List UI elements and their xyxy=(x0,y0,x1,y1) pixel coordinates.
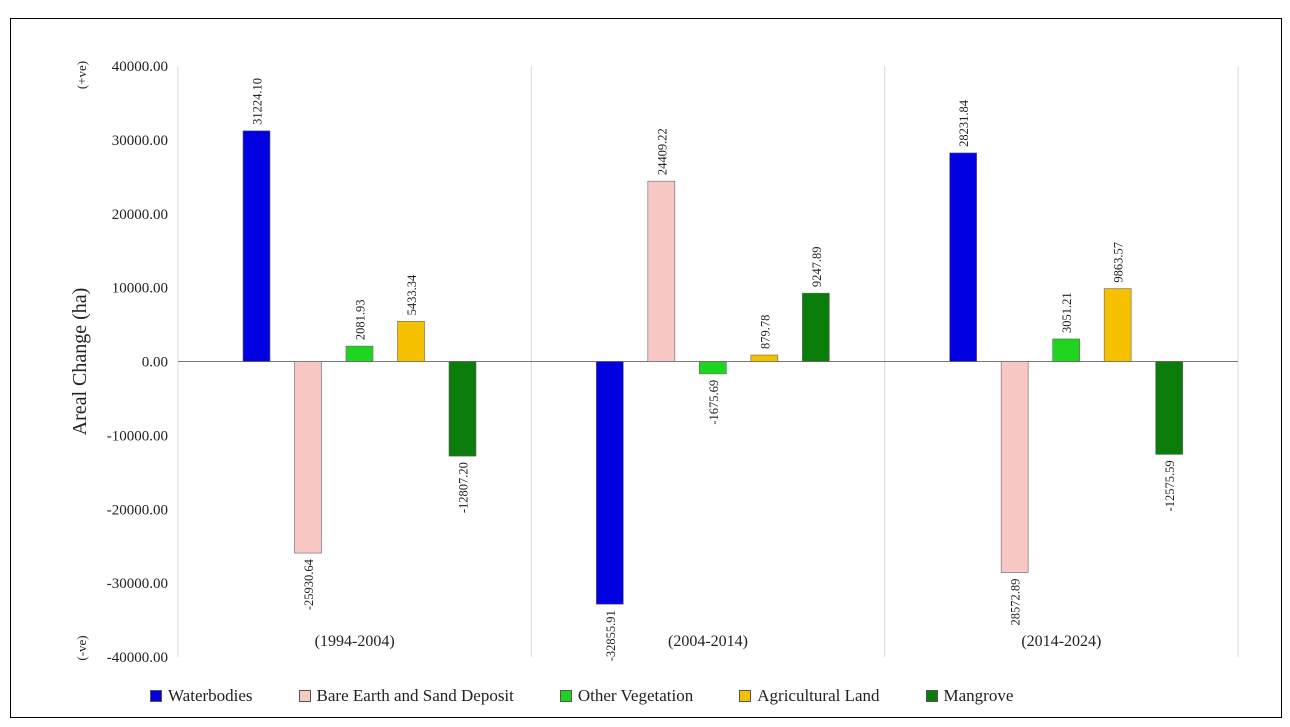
data-label: -12807.20 xyxy=(457,462,471,513)
bar-agricultural-land-1 xyxy=(750,354,779,362)
data-label: 9247.89 xyxy=(810,247,824,288)
y-tick-label: -10000.00 xyxy=(107,428,168,444)
data-label: 5433.34 xyxy=(405,274,419,315)
bar-agricultural-land-2 xyxy=(1103,288,1132,362)
bar-waterbodies-2 xyxy=(949,152,977,362)
legend-label: Other Vegetation xyxy=(577,686,694,705)
bar-waterbodies-1 xyxy=(596,361,624,605)
legend-label: Waterbodies xyxy=(168,686,253,705)
data-label: -25930.64 xyxy=(302,558,316,610)
legend-swatch xyxy=(150,690,162,702)
legend-swatch xyxy=(298,690,311,702)
data-label: -12575.59 xyxy=(1163,460,1177,511)
bar-other-vegetation-2 xyxy=(1052,338,1080,362)
data-label: 879.78 xyxy=(758,315,772,349)
negative-marker: (-ve) xyxy=(74,635,89,660)
data-label: 28231.84 xyxy=(957,99,971,147)
bar-mangrove-0 xyxy=(448,361,477,457)
bar-bare-earth-and-sand-deposit-1 xyxy=(647,180,676,362)
y-axis-title: Areal Change (ha) xyxy=(69,288,91,436)
legend-label: Bare Earth and Sand Deposit xyxy=(316,686,514,705)
category-label: (1994-2004) xyxy=(315,633,395,650)
bar-other-vegetation-0 xyxy=(345,345,374,362)
data-label: 2081.93 xyxy=(354,299,368,340)
bar-bare-earth-and-sand-deposit-2 xyxy=(1000,361,1029,573)
y-tick-label: 20000.00 xyxy=(112,207,168,223)
data-label: 31224.10 xyxy=(251,78,265,125)
data-label: -1675.69 xyxy=(707,380,721,425)
legend-swatch xyxy=(739,690,752,702)
data-label: 9863.57 xyxy=(1112,242,1126,283)
legend-item: Bare Earth and Sand Deposit xyxy=(298,686,514,706)
y-tick-label: -40000.00 xyxy=(107,650,168,666)
chart-frame xyxy=(10,18,1282,718)
bar-waterbodies-0 xyxy=(242,130,271,362)
legend-item: Mangrove xyxy=(925,686,1014,706)
bar-mangrove-1 xyxy=(802,292,830,362)
bar-agricultural-land-0 xyxy=(397,321,425,362)
legend-label: Agricultural Land xyxy=(757,686,880,705)
bar-other-vegetation-1 xyxy=(699,361,727,375)
positive-marker: (+ve) xyxy=(74,61,89,89)
legend-item: Other Vegetation xyxy=(559,686,694,706)
bar-mangrove-2 xyxy=(1155,361,1183,455)
category-label: (2004-2014) xyxy=(668,633,748,650)
y-tick-label: 10000.00 xyxy=(112,281,168,297)
y-tick-label: -30000.00 xyxy=(107,576,168,592)
data-label: 3051.21 xyxy=(1060,292,1074,333)
y-tick-label: -20000.00 xyxy=(107,502,168,518)
data-label: 24409.22 xyxy=(655,128,669,175)
data-label: 28572.89 xyxy=(1009,579,1023,626)
legend-label: Mangrove xyxy=(943,686,1014,705)
legend-item: Waterbodies xyxy=(150,686,253,706)
legend-swatch xyxy=(925,690,938,702)
legend-swatch xyxy=(559,690,572,702)
category-label: (2014-2024) xyxy=(1021,633,1101,650)
bar-bare-earth-and-sand-deposit-0 xyxy=(294,361,322,554)
legend: Waterbodies Bare Earth and Sand Deposit Ot… xyxy=(150,683,1250,709)
y-tick-label: 0.00 xyxy=(142,355,168,371)
data-label: -32855.91 xyxy=(604,610,618,661)
y-tick-label: 40000.00 xyxy=(112,59,168,75)
y-tick-label: 30000.00 xyxy=(112,133,168,149)
legend-item: Agricultural Land xyxy=(739,686,880,706)
